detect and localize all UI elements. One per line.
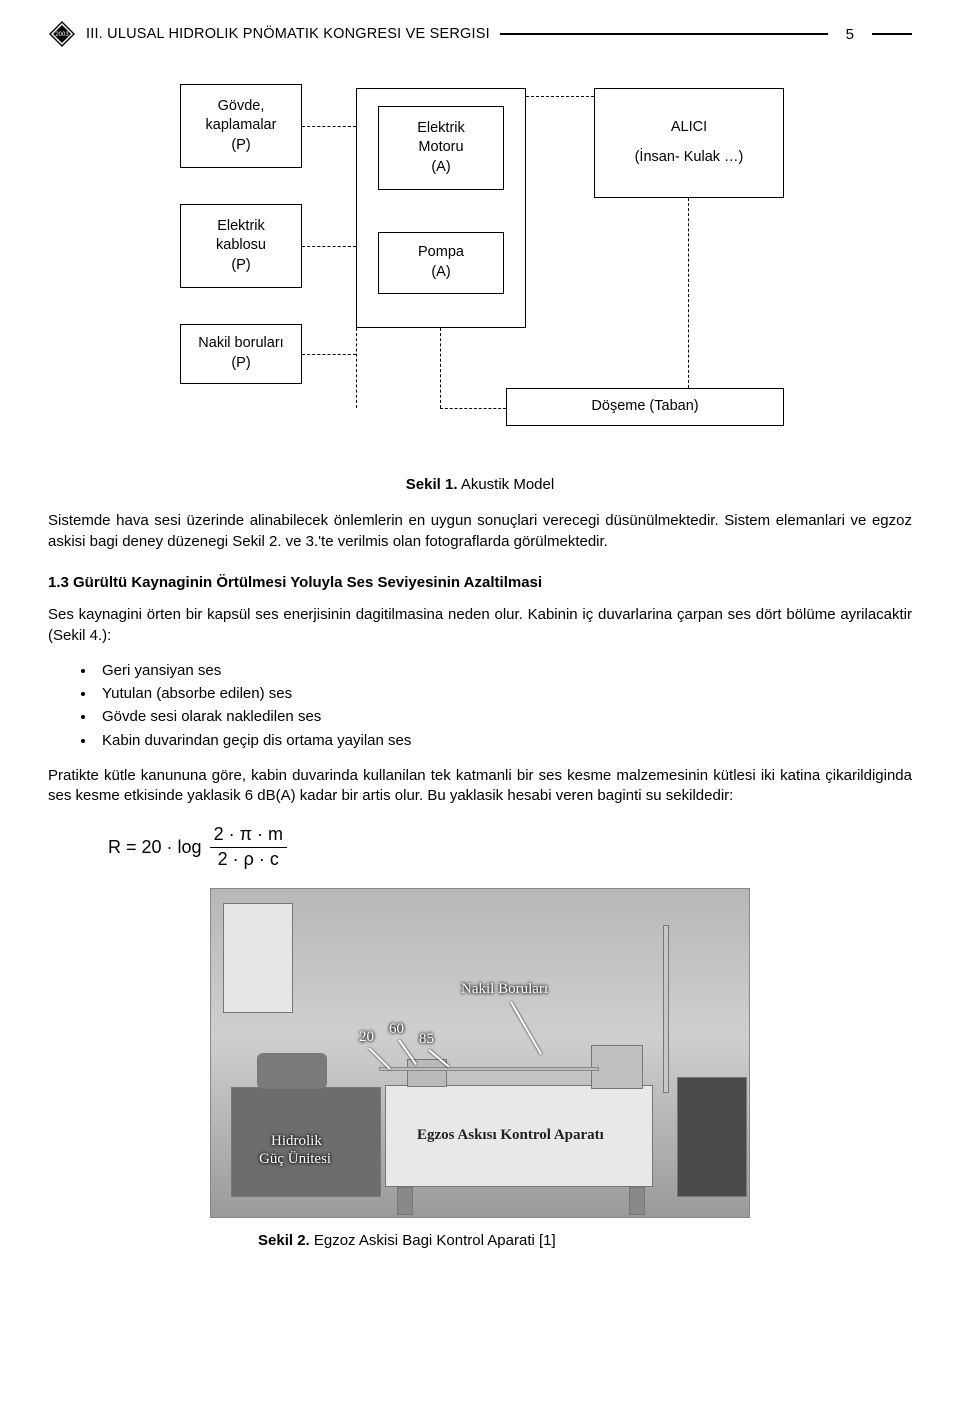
photo-label-hidrolik-2: Güç Ünitesi [259, 1151, 331, 1168]
node-line: Pompa [418, 243, 464, 263]
figure-2-photo: Nakil Boruları 20 60 85 Hidrolik Güç Üni… [210, 888, 750, 1218]
photo-label-egzoz: Egzos Askısı Kontrol Aparatı [417, 1127, 604, 1144]
node-line: Gövde, [218, 97, 265, 117]
list-item: Kabin duvarindan geçip dis ortama yayila… [96, 729, 912, 752]
node-govde: Gövde, kaplamalar (P) [180, 84, 302, 168]
node-line: (P) [231, 256, 250, 276]
formula-fraction: 2 · π · m 2 · ρ · c [210, 825, 287, 870]
page-number: 5 [846, 26, 854, 43]
photo-element [223, 903, 293, 1013]
header-rule [500, 33, 828, 35]
node-line: kablosu [216, 236, 266, 256]
formula: R = 20 · log 2 · π · m 2 · ρ · c [108, 825, 912, 870]
node-line: Elektrik [217, 217, 265, 237]
section-heading: 1.3 Gürültü Kaynaginin Örtülmesi Yoluyla… [48, 574, 912, 591]
node-elektrik-motoru: Elektrik Motoru (A) [378, 106, 504, 190]
node-label: Döşeme (Taban) [591, 397, 698, 417]
photo-element [257, 1053, 327, 1089]
logo-icon: 2003 [48, 20, 76, 48]
caption-label: Sekil 1. [406, 476, 458, 493]
node-line: Elektrik [417, 119, 465, 139]
edge [526, 96, 594, 97]
svg-text:2003: 2003 [55, 32, 69, 38]
node-nakil: Nakil boruları (P) [180, 324, 302, 384]
acoustic-model-diagram: Gövde, kaplamalar (P) Elektrik kablosu (… [120, 64, 840, 454]
header-rule-tail [872, 33, 912, 35]
edge [356, 328, 357, 408]
node-line: (P) [231, 136, 250, 156]
node-line: Motoru [418, 138, 463, 158]
edge [440, 408, 506, 409]
node-alici: ALICI (İnsan- Kulak …) [594, 88, 784, 198]
photo-label-hidrolik-1: Hidrolik [271, 1133, 322, 1150]
figure-2-caption: Sekil 2. Egzoz Askisi Bagi Kontrol Apara… [258, 1232, 912, 1249]
paragraph-1: Sistemde hava sesi üzerinde alinabilecek… [48, 511, 912, 552]
page-header: 2003 III. ULUSAL HIDROLIK PNÖMATIK KONGR… [48, 20, 912, 48]
edge [302, 354, 356, 355]
photo-leader-line [510, 1001, 542, 1054]
node-line: ALICI [671, 118, 707, 138]
node-line: (A) [431, 158, 450, 178]
photo-number: 60 [389, 1021, 404, 1038]
node-line: kaplamalar [206, 116, 277, 136]
list-item: Yutulan (absorbe edilen) ses [96, 682, 912, 705]
node-line: (İnsan- Kulak …) [635, 148, 744, 168]
formula-lhs: R = 20 · log [108, 837, 202, 858]
caption-label: Sekil 2. [258, 1232, 310, 1249]
photo-label-nakil: Nakil Boruları [461, 981, 548, 998]
photo-number: 20 [359, 1029, 374, 1046]
header-title: III. ULUSAL HIDROLIK PNÖMATIK KONGRESI V… [86, 26, 490, 42]
caption-text: Akustik Model [457, 476, 554, 493]
bullet-list: Geri yansiyan ses Yutulan (absorbe edile… [48, 659, 912, 752]
photo-element [677, 1077, 747, 1197]
node-pompa: Pompa (A) [378, 232, 504, 294]
list-item: Gövde sesi olarak nakledilen ses [96, 705, 912, 728]
formula-numerator: 2 · π · m [210, 825, 287, 848]
node-doseme: Döşeme (Taban) [506, 388, 784, 426]
edge [440, 328, 441, 408]
paragraph-2: Ses kaynagini örten bir kapsül ses enerj… [48, 605, 912, 646]
photo-element [397, 1187, 413, 1215]
caption-text: Egzoz Askisi Bagi Kontrol Aparati [1] [310, 1232, 556, 1249]
photo-element [629, 1187, 645, 1215]
edge [302, 126, 356, 127]
node-line: Nakil boruları [198, 334, 283, 354]
formula-denominator: 2 · ρ · c [218, 848, 279, 870]
photo-element [663, 925, 669, 1093]
list-item: Geri yansiyan ses [96, 659, 912, 682]
edge [688, 198, 689, 388]
figure-1-caption: Sekil 1. Akustik Model [48, 476, 912, 493]
node-elektrik-kablosu: Elektrik kablosu (P) [180, 204, 302, 288]
node-line: (A) [431, 263, 450, 283]
photo-element [379, 1067, 599, 1071]
edge [302, 246, 356, 247]
node-line: (P) [231, 354, 250, 374]
paragraph-3: Pratikte kütle kanununa göre, kabin duva… [48, 766, 912, 807]
photo-number: 85 [419, 1031, 434, 1048]
